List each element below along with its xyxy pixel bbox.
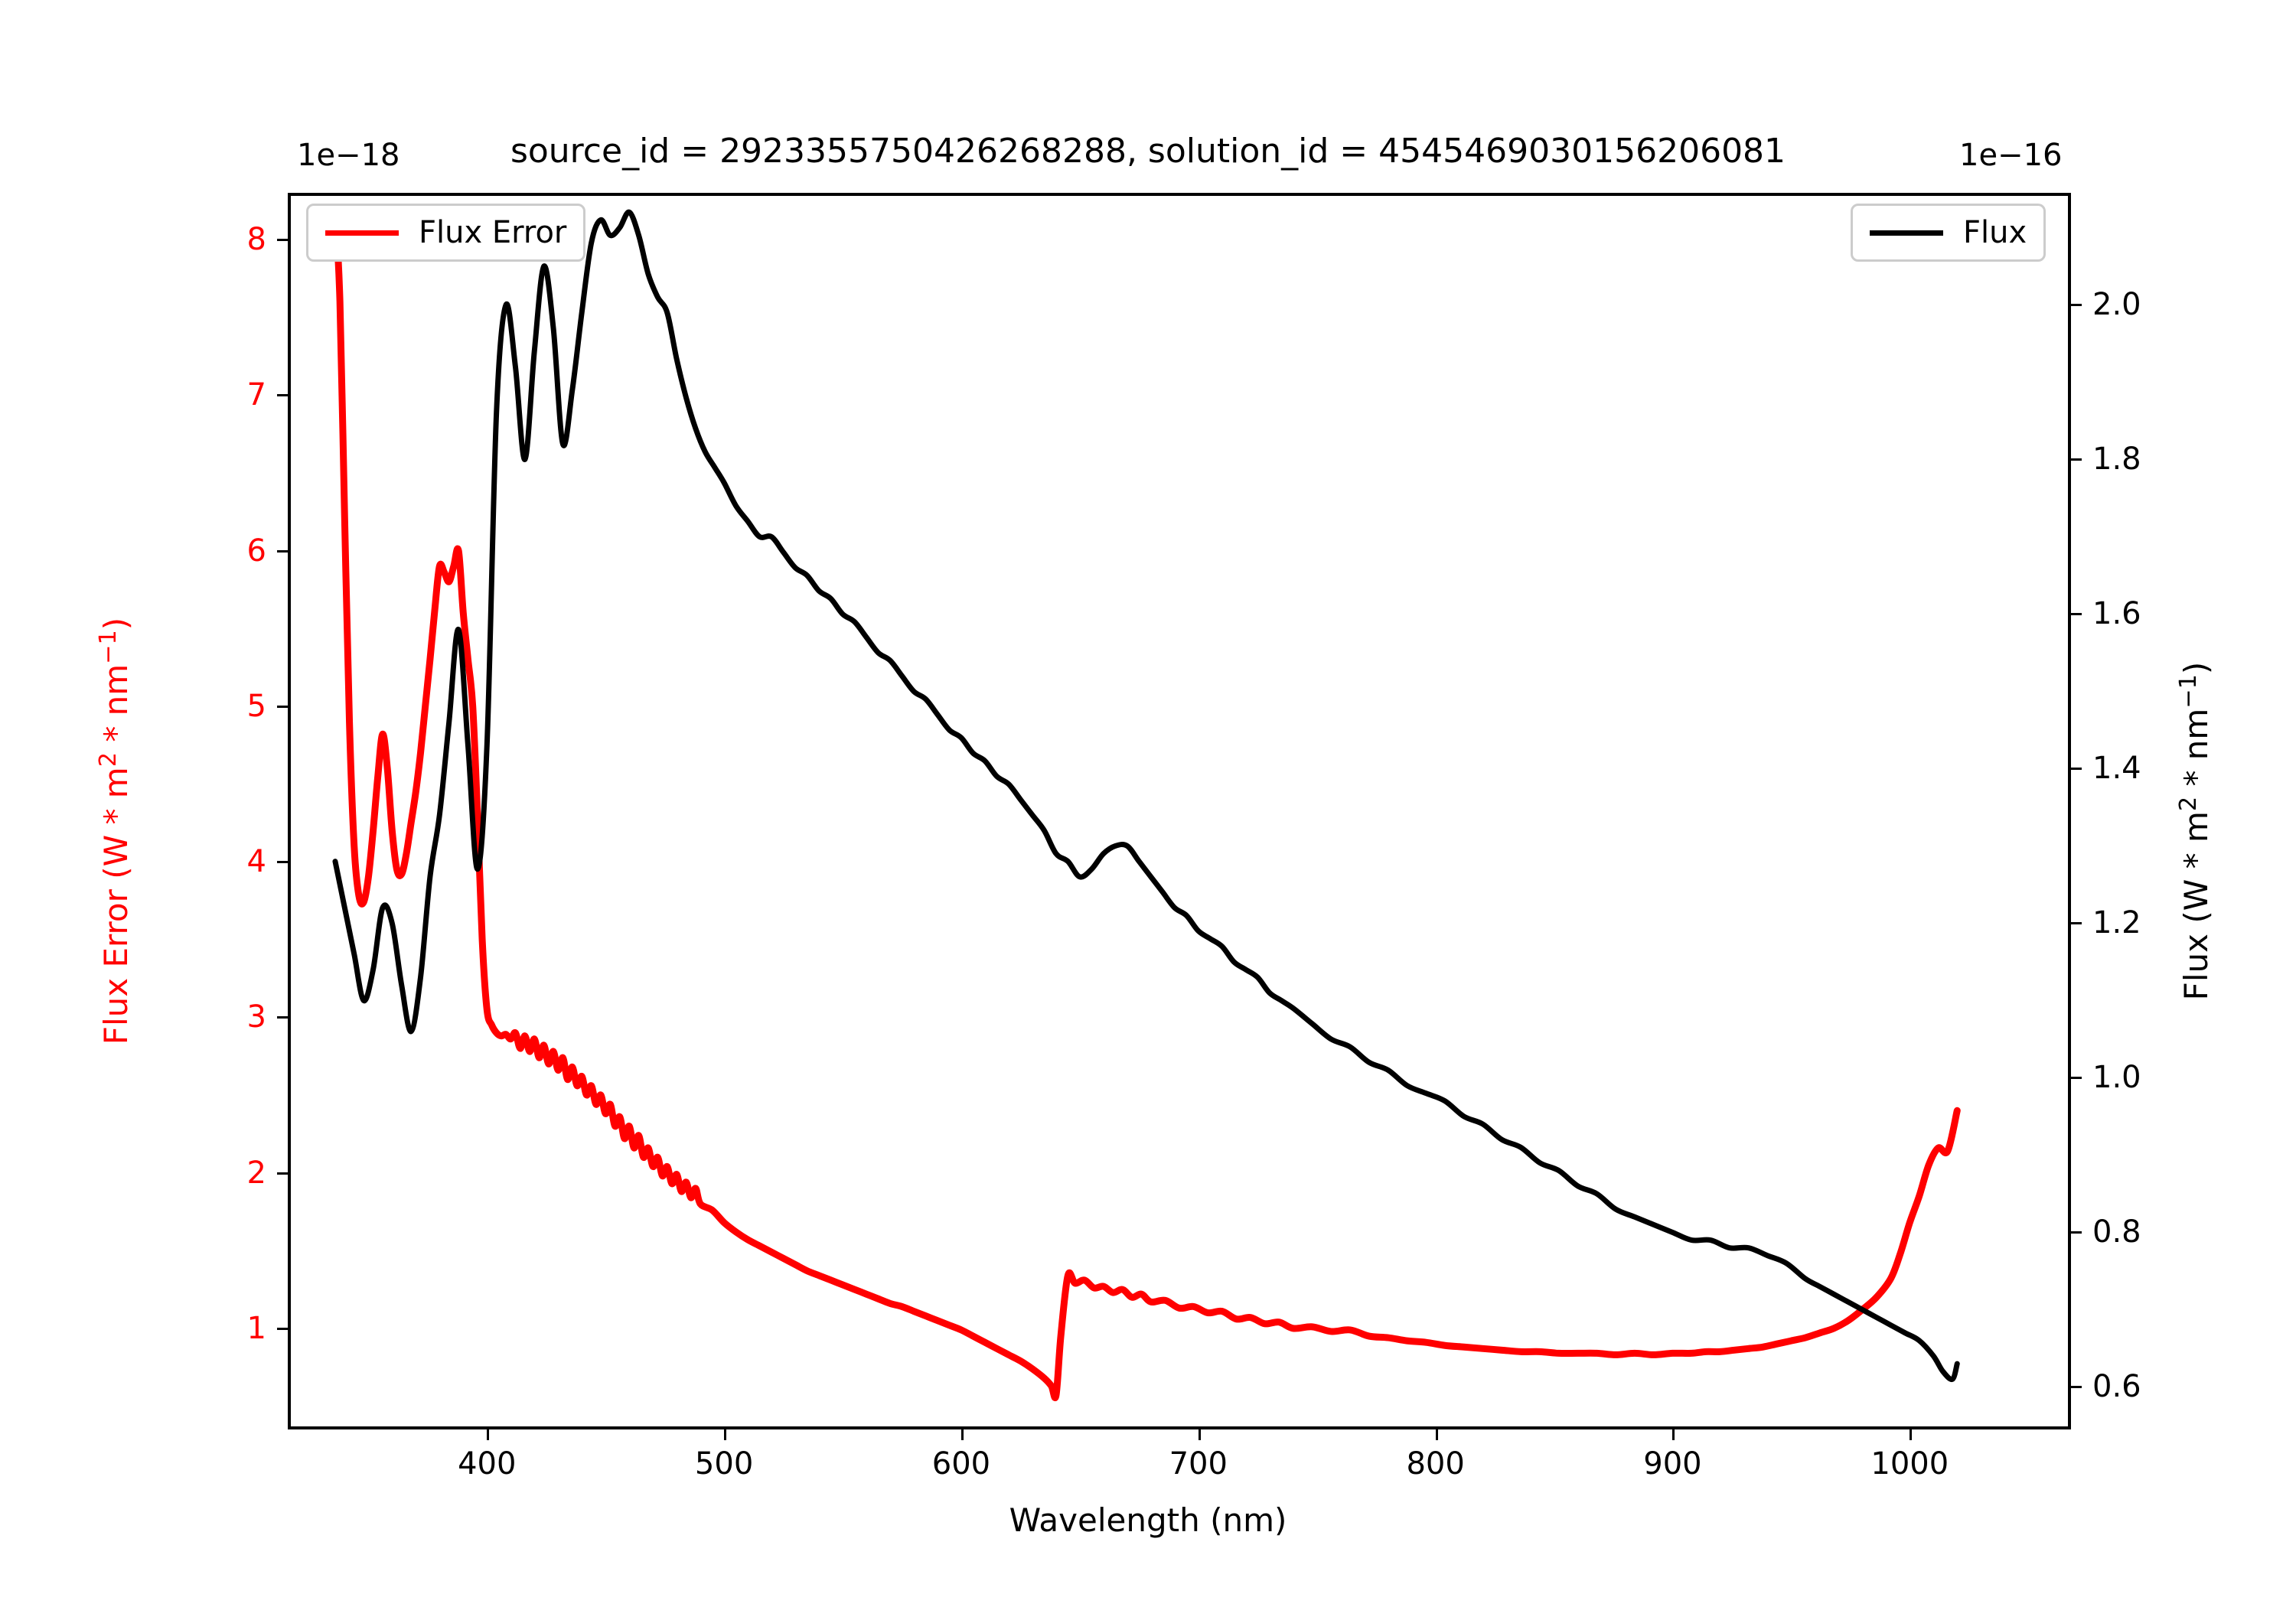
right-y-tick-mark: [2071, 458, 2082, 461]
right-y-axis-label-mid: * nm: [2177, 708, 2215, 797]
right-y-tick-label: 1.0: [2092, 1060, 2141, 1096]
x-tick-mark: [1672, 1429, 1675, 1440]
x-tick-label: 600: [931, 1446, 991, 1482]
left-y-axis-label-mid: * nm: [97, 663, 135, 753]
left-y-axis-label-sup1: 2: [95, 752, 122, 768]
left-y-tick-label: 4: [246, 844, 266, 880]
x-tick-mark: [487, 1429, 490, 1440]
left-y-tick-label: 8: [246, 221, 266, 257]
left-y-axis-label-suffix: ): [97, 617, 135, 631]
legend-flux[interactable]: Flux: [1851, 204, 2047, 262]
left-y-tick-label: 2: [246, 1155, 266, 1191]
right-y-axis-label-text: Flux (W * m: [2177, 811, 2215, 1001]
right-y-tick-mark: [2071, 613, 2082, 616]
right-y-tick-mark: [2071, 922, 2082, 925]
left-y-tick-mark: [277, 238, 288, 241]
left-y-tick-label: 6: [246, 533, 266, 569]
left-y-tick-mark: [277, 861, 288, 864]
series-line-flux-error: [331, 204, 1961, 1401]
right-y-tick-label: 1.2: [2092, 905, 2141, 941]
left-y-tick-mark: [277, 549, 288, 553]
left-y-tick-mark: [277, 705, 288, 708]
x-axis-label: Wavelength (nm): [1009, 1501, 1287, 1539]
left-y-axis-label-text: Flux Error (W * m: [97, 767, 135, 1045]
left-y-tick-label: 7: [246, 377, 266, 413]
plot-canvas: [288, 193, 2071, 1429]
left-y-axis-label: Flux Error (W * m2 * nm−1): [95, 617, 135, 1045]
right-y-tick-mark: [2071, 304, 2082, 307]
x-tick-label: 700: [1169, 1446, 1228, 1482]
x-tick-mark: [960, 1429, 964, 1440]
legend-label-flux: Flux: [1963, 215, 2027, 250]
left-y-tick-mark: [277, 1016, 288, 1019]
x-tick-mark: [1435, 1429, 1438, 1440]
left-y-axis-label-sup2: −1: [95, 630, 122, 664]
left-y-tick-label: 5: [246, 688, 266, 724]
left-y-tick-mark: [277, 394, 288, 397]
left-y-tick-label: 3: [246, 999, 266, 1035]
right-y-tick-label: 2.0: [2092, 287, 2141, 323]
x-tick-mark: [1910, 1429, 1913, 1440]
plot-frame: [288, 193, 2071, 1429]
x-tick-label: 900: [1643, 1446, 1702, 1482]
left-y-tick-mark: [277, 1327, 288, 1330]
page-title: source_id = 2923355750426268288, solutio…: [510, 132, 1786, 171]
right-y-axis-label-suffix: ): [2177, 661, 2215, 675]
left-axis-offset-text: 1e−18: [297, 138, 400, 173]
right-y-tick-label: 1.6: [2092, 596, 2141, 632]
right-y-tick-mark: [2071, 1231, 2082, 1234]
right-y-tick-label: 0.6: [2092, 1369, 2141, 1405]
legend-label-flux-error: Flux Error: [419, 215, 567, 250]
legend-line-swatch-flux-error: [325, 230, 399, 236]
right-y-tick-mark: [2071, 1077, 2082, 1080]
right-y-tick-mark: [2071, 1386, 2082, 1389]
right-axis-offset-text: 1e−16: [1959, 138, 2063, 173]
x-tick-label: 500: [694, 1446, 754, 1482]
series-line-flux: [332, 209, 1960, 1383]
legend-line-swatch-flux: [1870, 230, 1943, 236]
legend-flux-error[interactable]: Flux Error: [306, 204, 586, 262]
x-tick-label: 1000: [1870, 1446, 1949, 1482]
right-y-tick-label: 1.8: [2092, 442, 2141, 478]
right-y-tick-label: 1.4: [2092, 751, 2141, 787]
right-y-tick-label: 0.8: [2092, 1214, 2141, 1250]
right-y-axis-label-sup1: 2: [2175, 796, 2202, 812]
x-tick-label: 800: [1406, 1446, 1465, 1482]
x-tick-label: 400: [458, 1446, 517, 1482]
x-tick-mark: [724, 1429, 727, 1440]
right-y-axis-label-sup2: −1: [2175, 674, 2202, 709]
x-tick-mark: [1198, 1429, 1201, 1440]
left-y-tick-mark: [277, 1172, 288, 1175]
right-y-axis-label: Flux (W * m2 * nm−1): [2175, 617, 2215, 1045]
left-y-tick-label: 1: [246, 1310, 266, 1346]
right-y-tick-mark: [2071, 768, 2082, 771]
